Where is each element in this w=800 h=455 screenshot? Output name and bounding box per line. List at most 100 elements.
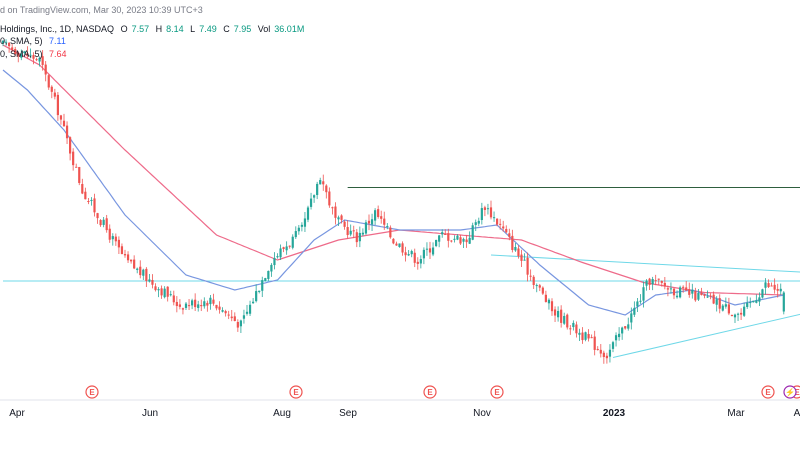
sma-short-value: 7.11: [49, 36, 66, 46]
candle-body: [303, 218, 307, 227]
candle: [401, 241, 404, 256]
candle: [618, 327, 621, 341]
candle-body: [44, 64, 47, 75]
candle-body: [139, 266, 142, 276]
candle: [282, 246, 285, 253]
candle: [130, 259, 133, 264]
candle: [538, 283, 541, 292]
candle-body: [380, 216, 383, 219]
candle-body: [261, 280, 264, 291]
candle: [258, 290, 261, 294]
close-label: C: [223, 24, 230, 34]
candle-body: [410, 251, 413, 255]
candle-body: [288, 245, 291, 247]
candle: [480, 202, 483, 225]
candle: [733, 313, 737, 323]
candle: [178, 299, 181, 310]
candle-body: [358, 232, 361, 242]
candle-body: [328, 191, 331, 206]
candle: [657, 278, 660, 285]
candle: [194, 293, 197, 312]
candle-body: [718, 298, 721, 309]
candle: [413, 248, 416, 268]
candle: [221, 307, 224, 313]
candle-body: [386, 225, 389, 227]
candle: [740, 308, 743, 321]
candle: [352, 225, 355, 239]
candle: [645, 279, 648, 291]
candle-body: [230, 316, 233, 319]
candle: [639, 294, 642, 304]
candle: [358, 226, 361, 248]
x-tick-label: Mar: [727, 408, 745, 419]
candle: [288, 245, 291, 249]
candle-body: [431, 247, 435, 255]
candle: [553, 306, 557, 323]
candle: [441, 229, 444, 238]
marker-label: E: [794, 388, 800, 397]
candle-body: [215, 304, 218, 309]
candle: [126, 251, 130, 264]
candle: [367, 214, 371, 231]
candle: [75, 163, 78, 168]
candle: [569, 325, 572, 335]
candle-body: [557, 310, 560, 318]
candle: [721, 304, 724, 312]
candle-body: [514, 246, 517, 251]
candle: [679, 285, 682, 299]
candle: [578, 328, 581, 341]
candle-body: [319, 180, 322, 185]
candle: [489, 200, 493, 220]
symbol-name[interactable]: Holdings, Inc., 1D, NASDAQ: [0, 24, 115, 34]
candle: [11, 43, 14, 52]
candle-body: [505, 228, 508, 233]
x-tick-label: 2023: [603, 408, 626, 419]
candle-body: [111, 236, 114, 240]
candle-body: [520, 254, 523, 261]
candle: [279, 244, 282, 260]
candle: [56, 92, 59, 121]
candle-body: [62, 120, 66, 127]
trendlines: [3, 187, 800, 358]
candle-body: [706, 296, 709, 298]
candle-body: [624, 326, 627, 329]
candle: [621, 326, 624, 340]
candle-body: [377, 209, 380, 217]
volume-value: 36.01M: [274, 24, 305, 34]
candle: [782, 291, 785, 315]
sma-short-legend[interactable]: 0, SMA, 5) 7.11: [0, 36, 70, 46]
candle-body: [72, 151, 75, 166]
candle-body: [343, 221, 346, 227]
candle-body: [206, 302, 209, 306]
candle: [752, 300, 755, 303]
candle-body: [294, 231, 297, 238]
candle: [499, 218, 502, 230]
candle: [215, 304, 218, 311]
candle-body: [450, 240, 453, 242]
candle: [627, 317, 630, 331]
candle: [456, 234, 459, 241]
candle-body: [496, 218, 499, 225]
candle: [20, 49, 23, 61]
candle: [541, 286, 544, 295]
candle: [599, 344, 602, 358]
x-tick-label: Apr: [9, 408, 25, 419]
candle: [602, 350, 605, 364]
candle-body: [383, 218, 386, 225]
candle: [651, 276, 654, 291]
candle-body: [401, 243, 404, 253]
candle-body: [465, 239, 468, 243]
candle: [770, 282, 773, 287]
candle-body: [499, 223, 502, 225]
candle-body: [697, 293, 700, 300]
sma-long-legend[interactable]: 0, SMA, 5) 7.64: [0, 49, 71, 59]
candle: [328, 187, 331, 208]
earnings-marker: E: [490, 385, 504, 399]
candle-body: [746, 302, 749, 307]
candle-body: [733, 314, 737, 318]
candle-body: [252, 301, 255, 304]
candle-body: [535, 285, 538, 287]
publish-text: d on TradingView.com, Mar 30, 2023 10:39…: [0, 5, 203, 15]
